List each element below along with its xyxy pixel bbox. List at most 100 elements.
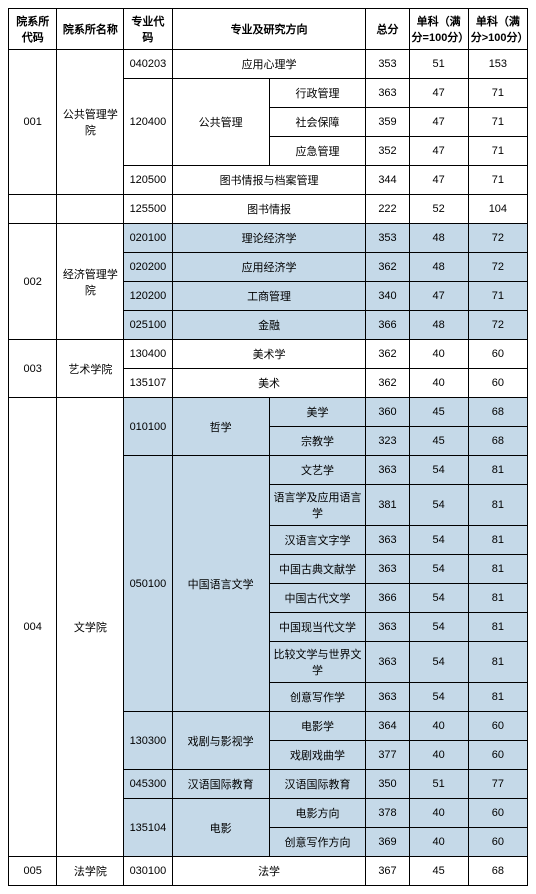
sub2-cell: 60 [468,340,527,369]
sub-direction-cell: 行政管理 [269,79,366,108]
dept-name-cell: 艺术学院 [57,340,124,398]
direction-cell: 公共管理 [172,79,269,166]
total-cell: 363 [366,642,409,683]
sub1-cell: 40 [409,799,468,828]
sub-direction-cell: 比较文学与世界文学 [269,642,366,683]
major-code-cell: 030100 [124,857,172,886]
sub-direction-cell: 创意写作方向 [269,828,366,857]
sub1-cell: 48 [409,224,468,253]
sub1-cell: 54 [409,485,468,526]
sub-direction-cell: 电影方向 [269,799,366,828]
sub1-cell: 54 [409,613,468,642]
major-code-cell: 130300 [124,712,172,770]
table-row: 002经济管理学院020100理论经济学3534872 [9,224,528,253]
total-cell: 381 [366,485,409,526]
table-row: 125500图书情报22252104 [9,195,528,224]
sub1-cell: 45 [409,398,468,427]
sub1-cell: 54 [409,683,468,712]
total-cell: 366 [366,311,409,340]
total-cell: 363 [366,456,409,485]
major-code-cell: 135107 [124,369,172,398]
h-dept-code: 院系所代码 [9,9,57,50]
table-row: 005法学院030100法学3674568 [9,857,528,886]
major-code-cell: 130400 [124,340,172,369]
sub1-cell: 47 [409,166,468,195]
header-row: 院系所代码 院系所名称 专业代码 专业及研究方向 总分 单科（满分=100分） … [9,9,528,50]
dept-code-cell: 005 [9,857,57,886]
sub-direction-cell: 美学 [269,398,366,427]
total-cell: 364 [366,712,409,741]
sub-direction-cell: 汉语国际教育 [269,770,366,799]
major-code-cell: 020100 [124,224,172,253]
sub2-cell: 72 [468,311,527,340]
major-code-cell: 040203 [124,50,172,79]
sub2-cell: 153 [468,50,527,79]
total-cell: 367 [366,857,409,886]
sub-direction-cell: 中国现当代文学 [269,613,366,642]
major-code-cell: 050100 [124,456,172,712]
table-row: 003艺术学院130400美术学3624060 [9,340,528,369]
sub2-cell: 81 [468,613,527,642]
sub-direction-cell: 中国古典文献学 [269,555,366,584]
dept-name-cell: 法学院 [57,857,124,886]
sub2-cell: 60 [468,712,527,741]
sub1-cell: 48 [409,311,468,340]
h-total: 总分 [366,9,409,50]
sub1-cell: 40 [409,712,468,741]
sub2-cell: 72 [468,224,527,253]
total-cell: 363 [366,79,409,108]
direction-cell: 图书情报 [172,195,366,224]
total-cell: 362 [366,369,409,398]
sub2-cell: 60 [468,799,527,828]
sub2-cell: 72 [468,253,527,282]
total-cell: 363 [366,613,409,642]
major-code-cell: 025100 [124,311,172,340]
sub2-cell: 71 [468,79,527,108]
sub2-cell: 71 [468,137,527,166]
sub2-cell: 81 [468,683,527,712]
sub-direction-cell: 戏剧戏曲学 [269,741,366,770]
sub2-cell: 81 [468,555,527,584]
direction-cell: 汉语国际教育 [172,770,269,799]
major-code-cell: 125500 [124,195,172,224]
sub1-cell: 40 [409,741,468,770]
major-code-cell: 135104 [124,799,172,857]
total-cell: 353 [366,224,409,253]
dept-code-cell: 001 [9,50,57,195]
sub1-cell: 54 [409,555,468,584]
sub-direction-cell: 语言学及应用语言学 [269,485,366,526]
sub-direction-cell: 文艺学 [269,456,366,485]
sub2-cell: 68 [468,857,527,886]
sub2-cell: 81 [468,526,527,555]
sub2-cell: 60 [468,741,527,770]
sub1-cell: 54 [409,584,468,613]
major-code-cell: 020200 [124,253,172,282]
total-cell: 363 [366,526,409,555]
sub1-cell: 40 [409,369,468,398]
major-code-cell: 120500 [124,166,172,195]
direction-cell: 美术学 [172,340,366,369]
sub2-cell: 60 [468,828,527,857]
dept-code-cell [9,195,57,224]
total-cell: 363 [366,683,409,712]
total-cell: 323 [366,427,409,456]
total-cell: 222 [366,195,409,224]
table-row: 001公共管理学院040203应用心理学35351153 [9,50,528,79]
dept-code-cell: 002 [9,224,57,340]
direction-cell: 图书情报与档案管理 [172,166,366,195]
sub2-cell: 81 [468,584,527,613]
sub1-cell: 47 [409,282,468,311]
dept-name-cell: 公共管理学院 [57,50,124,195]
sub2-cell: 81 [468,642,527,683]
sub1-cell: 40 [409,340,468,369]
dept-name-cell [57,195,124,224]
total-cell: 369 [366,828,409,857]
h-sub2: 单科（满分>100分） [468,9,527,50]
sub1-cell: 51 [409,50,468,79]
total-cell: 377 [366,741,409,770]
sub1-cell: 48 [409,253,468,282]
total-cell: 360 [366,398,409,427]
sub1-cell: 45 [409,857,468,886]
major-code-cell: 120400 [124,79,172,166]
direction-cell: 中国语言文学 [172,456,269,712]
